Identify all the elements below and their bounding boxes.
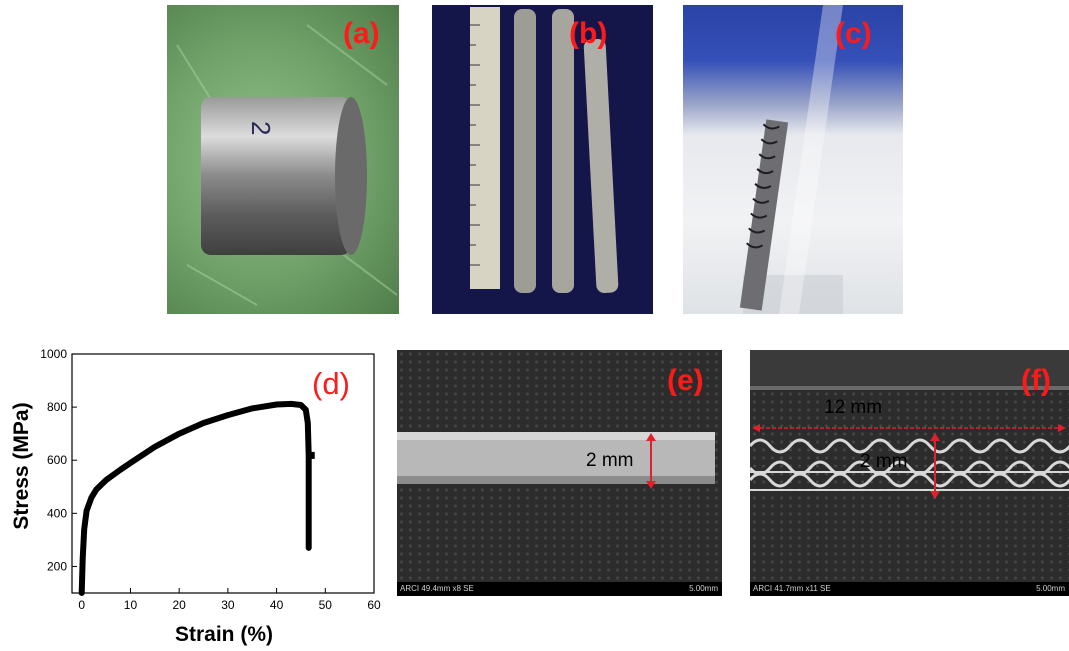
panel-label-b: (b) bbox=[569, 17, 608, 50]
y-tick-label: 1000 bbox=[40, 347, 67, 361]
sem-panel-e: (e) 2 mm ARCI 49.4mm x8 SE 5.00mm bbox=[397, 350, 722, 596]
dimension-label-e: 2 mm bbox=[586, 450, 634, 471]
y-tick-label: 200 bbox=[47, 559, 67, 573]
rods-ruler-image bbox=[470, 7, 619, 293]
sem-panel-f: (f) 12 mm 2 mm ARCI 41.7mm x11 SE 5.00mm bbox=[750, 350, 1069, 596]
panel-label-c: (c) bbox=[835, 17, 872, 50]
scale-label-f: 5.00mm bbox=[1036, 584, 1065, 593]
photo-panel-a: 2 (a) bbox=[167, 5, 399, 314]
dimension-label-height-f: 2 mm bbox=[860, 451, 908, 472]
photo-panel-c: (c) bbox=[683, 5, 903, 314]
x-tick-label: 30 bbox=[221, 598, 235, 612]
svg-text:2: 2 bbox=[246, 121, 276, 135]
panel-label-f: (f) bbox=[1021, 364, 1051, 397]
x-tick-label: 40 bbox=[270, 598, 284, 612]
x-tick-label: 0 bbox=[78, 598, 85, 612]
series-line bbox=[78, 400, 312, 596]
photo-panel-b: (b) bbox=[432, 5, 653, 314]
x-axis-label: Strain (%) bbox=[175, 623, 273, 646]
panel-label-e: (e) bbox=[667, 364, 704, 397]
sem-info-f: ARCI 41.7mm x11 SE bbox=[753, 584, 831, 593]
x-tick-label: 50 bbox=[319, 598, 333, 612]
x-tick-label: 10 bbox=[124, 598, 138, 612]
y-tick-label: 600 bbox=[47, 453, 67, 467]
sem-info-bar-e: ARCI 49.4mm x8 SE 5.00mm bbox=[397, 582, 722, 596]
plot-frame bbox=[71, 353, 375, 594]
sem-info-e: ARCI 49.4mm x8 SE bbox=[400, 584, 474, 593]
x-tick-label: 20 bbox=[172, 598, 186, 612]
wire-image bbox=[397, 432, 715, 489]
stent-image bbox=[750, 350, 1069, 499]
dimension-label-width-f: 12 mm bbox=[824, 397, 883, 418]
cylinder-billet-image: 2 bbox=[176, 24, 398, 306]
data-marker bbox=[309, 451, 315, 459]
panel-label-a: (a) bbox=[343, 17, 380, 50]
sem-info-bar-f: ARCI 41.7mm x11 SE 5.00mm bbox=[750, 582, 1069, 596]
chart-svg: 0 10 20 30 40 50 60 200 400 600 800 1000 Strain (%)… bbox=[10, 347, 381, 646]
y-tick-label: 800 bbox=[47, 400, 67, 414]
panel-label-d: (d) bbox=[312, 366, 350, 401]
y-tick-label: 400 bbox=[47, 506, 67, 520]
scale-label-e: 5.00mm bbox=[689, 584, 718, 593]
x-tick-label: 60 bbox=[367, 598, 381, 612]
stress-strain-chart: 0 10 20 30 40 50 60 200 400 600 800 1000 Strain (%)… bbox=[0, 338, 390, 651]
y-axis-label: Stress (MPa) bbox=[10, 402, 33, 529]
stent-tube-image bbox=[739, 5, 843, 314]
